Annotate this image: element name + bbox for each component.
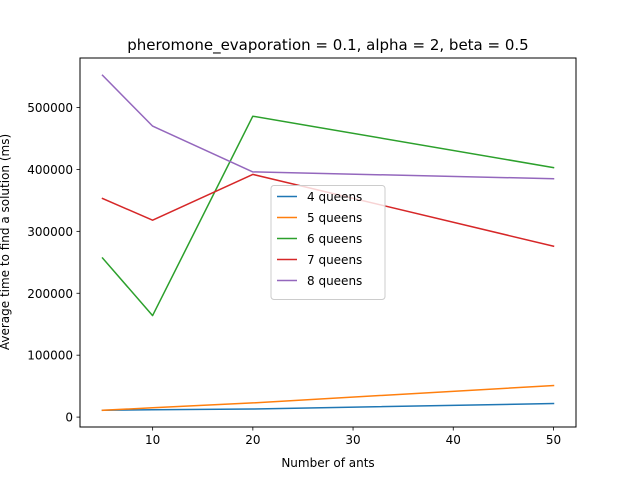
y-tick-label: 500000: [27, 101, 73, 115]
y-tick-label: 100000: [27, 349, 73, 363]
x-axis-label: Number of ants: [281, 456, 374, 470]
plot-area: [101, 74, 555, 412]
x-tick-label: 20: [245, 433, 260, 447]
x-tick-label: 50: [546, 433, 561, 447]
y-tick-label: 200000: [27, 287, 73, 301]
plot-frame: [79, 57, 577, 428]
series-line-1: [101, 402, 555, 412]
legend-label: 8 queens: [307, 274, 362, 288]
series-line-2: [101, 384, 555, 412]
x-tick-label: 10: [145, 433, 160, 447]
legend-label: 4 queens: [307, 190, 362, 204]
series-line-3: [101, 115, 555, 317]
y-tick-label: 300000: [27, 225, 73, 239]
series-line-5: [101, 74, 555, 180]
y-axis-label: Average time to find a solution (ms): [0, 134, 12, 350]
legend-box: [270, 185, 386, 300]
legend-label: 6 queens: [307, 232, 362, 246]
x-tick-label: 30: [345, 433, 360, 447]
x-axis-ticks: 10 20 30 40 50: [145, 427, 561, 447]
chart-title: pheromone_evaporation = 0.1, alpha = 2, …: [127, 36, 528, 55]
y-tick-label: 0: [65, 411, 73, 425]
y-tick-label: 400000: [27, 163, 73, 177]
x-tick-label: 40: [446, 433, 461, 447]
y-axis-ticks: 0 100000 200000 300000 400000 500000: [27, 101, 80, 425]
series-line-4: [101, 173, 555, 248]
legend-label: 7 queens: [307, 253, 362, 267]
legend-label: 5 queens: [307, 211, 362, 225]
legend: 4 queens 5 queens 6 queens 7 queens 8 queens: [270, 185, 386, 300]
